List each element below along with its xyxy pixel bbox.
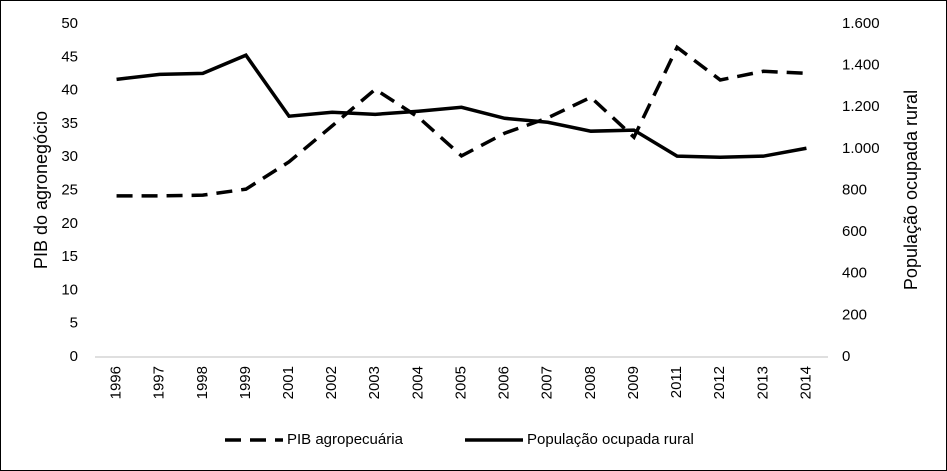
x-tick-label: 2006 — [496, 366, 513, 399]
y2-tick-label: 600 — [842, 223, 867, 240]
x-tick-label: 2001 — [280, 366, 297, 399]
y-tick-label: 40 — [61, 82, 78, 99]
y-axis-title: PIB do agronegócio — [31, 111, 51, 269]
y-tick-label: 5 — [70, 315, 78, 332]
y2-axis-title: População ocupada rural — [901, 90, 921, 290]
y2-tick-label: 400 — [842, 265, 867, 282]
y-tick-label: 10 — [61, 281, 78, 298]
x-tick-label: 2005 — [452, 366, 469, 399]
x-tick-label: 1997 — [151, 366, 168, 399]
x-tick-label: 1998 — [194, 366, 211, 399]
x-tick-label: 2002 — [323, 366, 340, 399]
x-tick-label: 2008 — [582, 366, 599, 399]
y-tick-label: 45 — [61, 48, 78, 65]
x-tick-label: 2014 — [797, 366, 814, 399]
y2-tick-label: 1.000 — [842, 140, 880, 157]
legend-label: PIB agropecuária — [287, 431, 404, 448]
line-series — [116, 53, 807, 159]
x-tick-label: 2013 — [754, 366, 771, 399]
line-series — [116, 44, 807, 198]
y2-tick-label: 800 — [842, 181, 867, 198]
y-tick-label: 0 — [70, 348, 78, 365]
x-tick-label: 2004 — [409, 366, 426, 399]
y2-tick-label: 1.600 — [842, 15, 880, 32]
y-tick-label: 20 — [61, 215, 78, 232]
x-tick-label: 2012 — [711, 366, 728, 399]
x-tick-label: 1999 — [237, 366, 254, 399]
y-tick-label: 25 — [61, 181, 78, 198]
x-tick-label: 2009 — [625, 366, 642, 399]
x-tick-label: 2011 — [668, 366, 685, 398]
y-tick-label: 35 — [61, 115, 78, 132]
y2-tick-label: 1.200 — [842, 98, 880, 115]
x-tick-label: 2003 — [366, 366, 383, 399]
legend-label: População ocupada rural — [527, 431, 694, 448]
y2-tick-label: 200 — [842, 306, 867, 323]
y-tick-label: 15 — [61, 248, 78, 265]
y2-tick-label: 0 — [842, 348, 850, 365]
x-tick-label: 2007 — [539, 366, 556, 399]
y-tick-label: 30 — [61, 148, 78, 165]
y2-tick-label: 1.400 — [842, 57, 880, 74]
y-tick-label: 50 — [61, 15, 78, 32]
x-tick-label: 1996 — [108, 366, 125, 399]
